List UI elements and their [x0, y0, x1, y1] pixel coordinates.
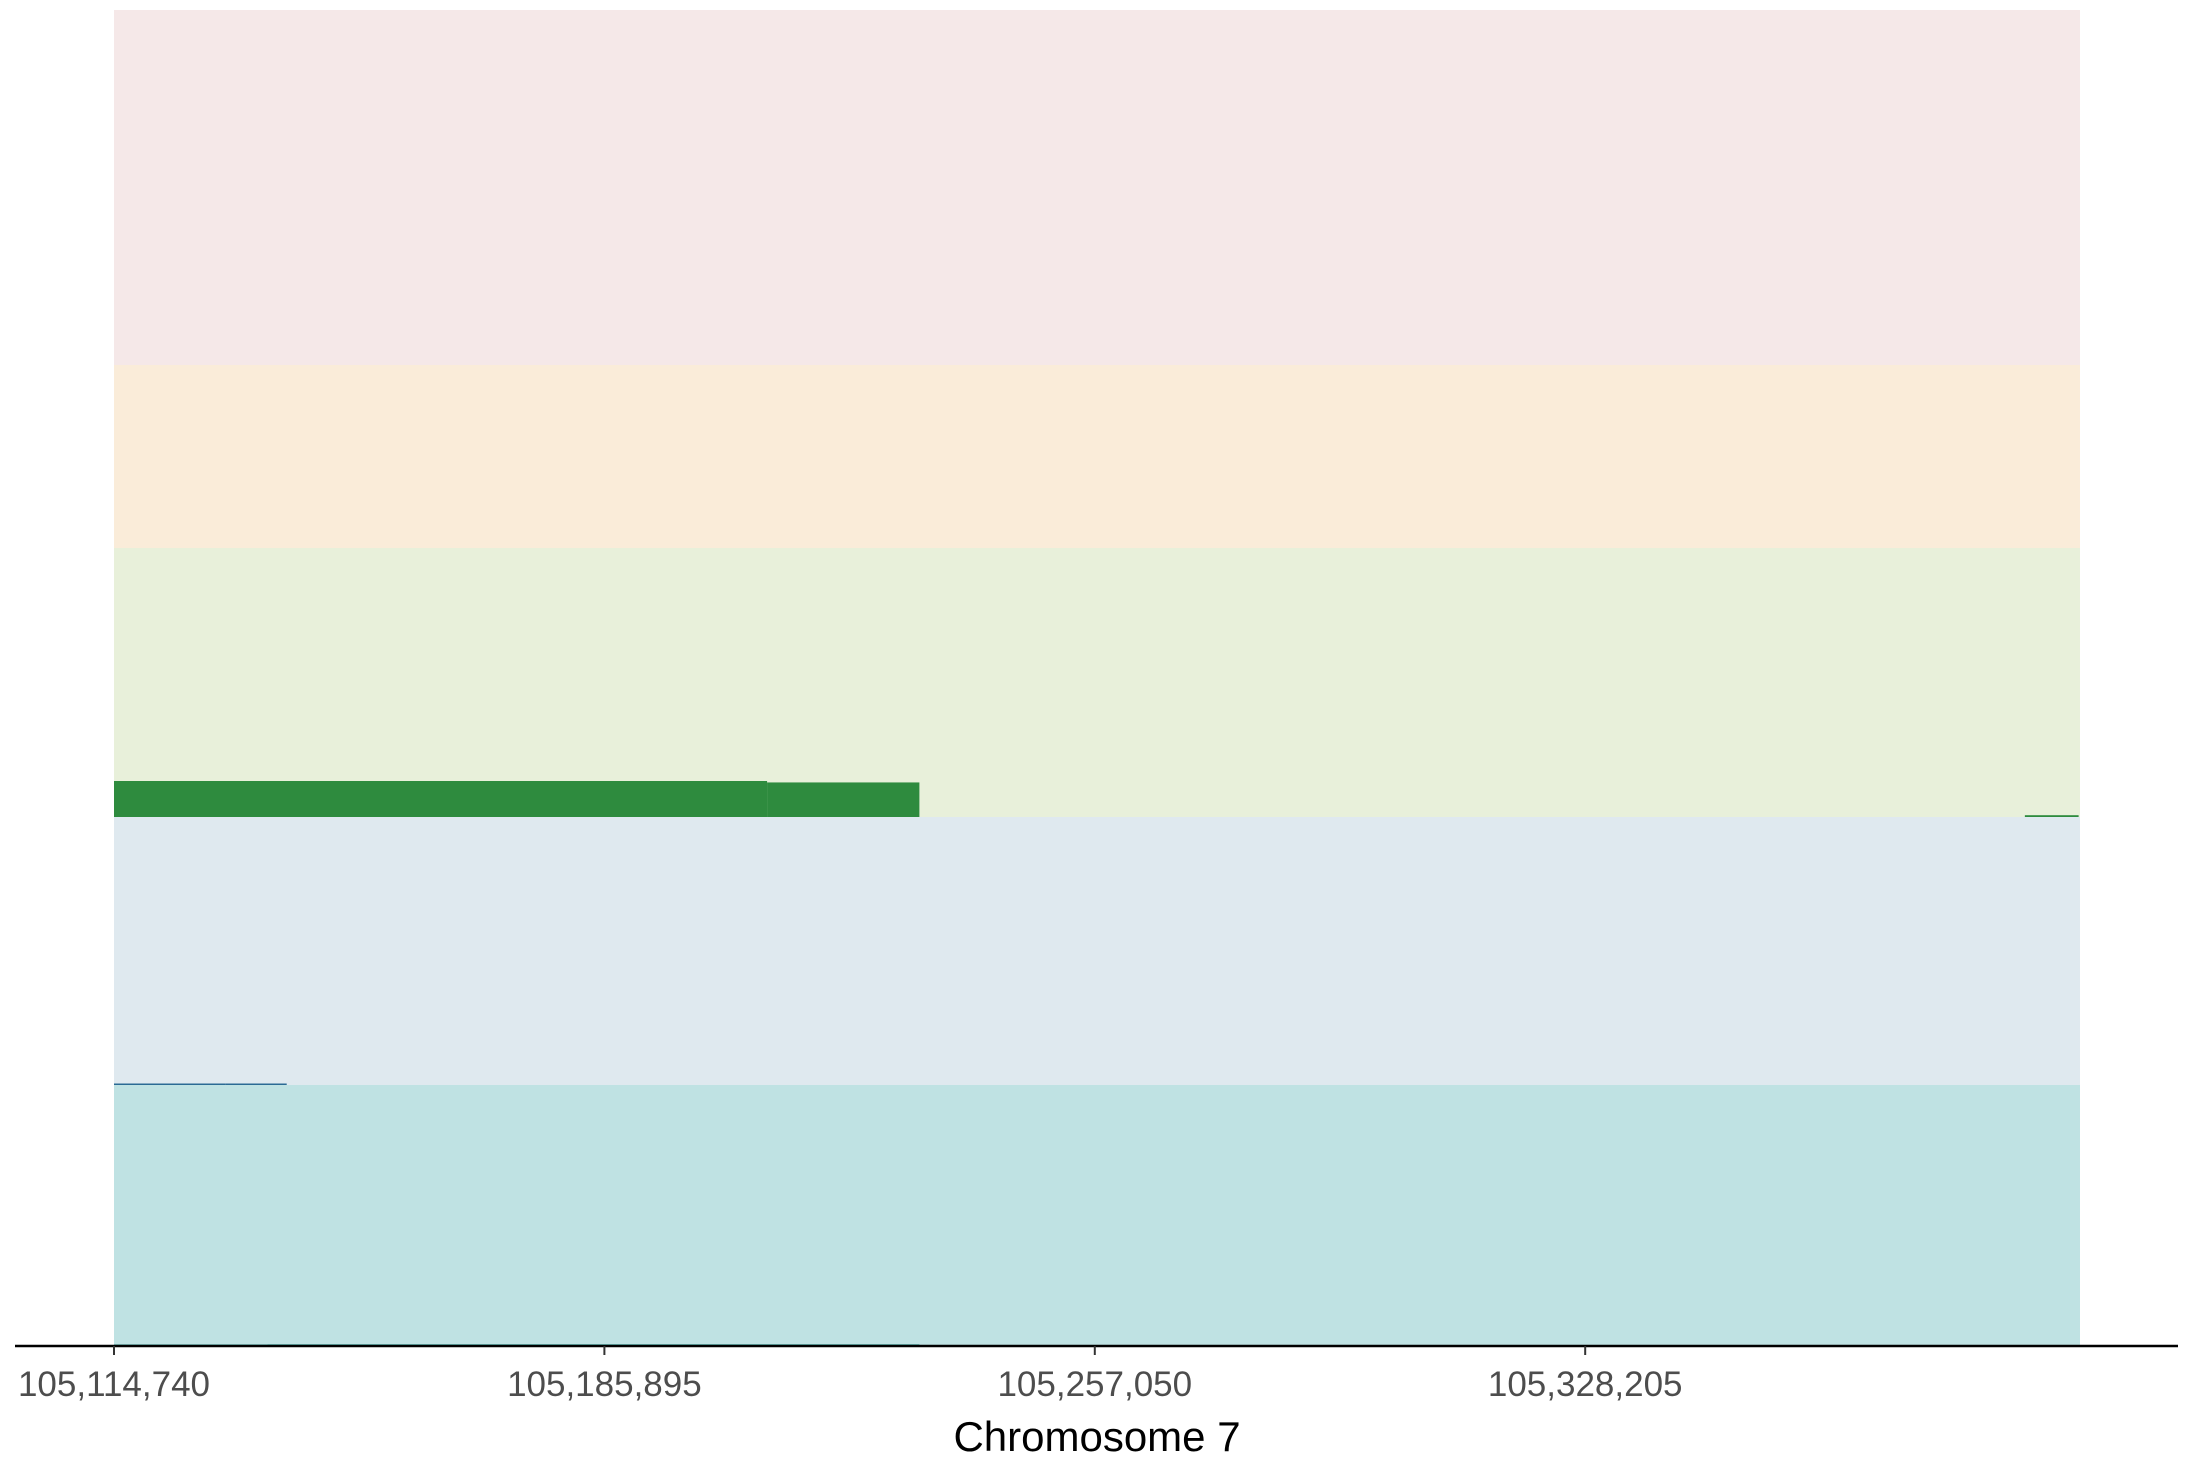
x-tick-label: 105,185,895: [507, 1365, 702, 1404]
x-tick-label: 105,114,740: [18, 1365, 210, 1404]
coverage-marks: [114, 781, 2079, 1346]
coverage-bar-3-2: [767, 782, 920, 817]
coverage-bar-4-1: [114, 1083, 226, 1085]
track-band-4: [114, 817, 2080, 1085]
x-tick-label: 105,328,205: [1488, 1365, 1683, 1404]
track-bands: [114, 10, 2080, 1346]
x-tick-label: 105,257,050: [997, 1365, 1192, 1404]
x-axis-ticks: 105,114,740 105,185,895 105,257,050 105,328…: [18, 1346, 1683, 1404]
coverage-bar-4-2: [225, 1083, 287, 1085]
x-axis-title: Chromosome 7: [953, 1413, 1240, 1455]
coverage-bar-3-3: [2024, 815, 2079, 817]
track-band-1: [114, 10, 2080, 365]
track-band-5: [114, 1085, 2080, 1346]
track-band-2: [114, 365, 2080, 548]
coverage-bar-3-1: [114, 781, 768, 817]
track-band-3: [114, 548, 2080, 817]
